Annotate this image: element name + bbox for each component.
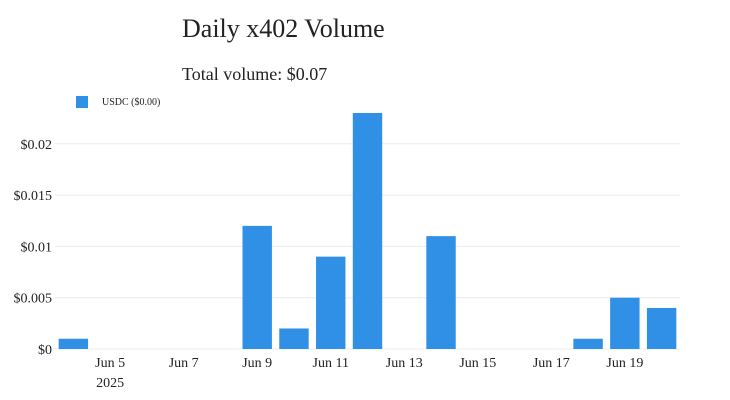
chart-legend[interactable]: USDC ($0.00) (76, 96, 160, 108)
x-axis: Jun 5 2025 Jun 7 Jun 9 Jun 11 Jun 13 Jun 15 Jun… (95, 356, 643, 391)
chart-subtitle: Total volume: $0.07 (182, 64, 328, 84)
bar[interactable] (573, 338, 603, 349)
y-tick-label: $0.01 (21, 240, 53, 255)
bars (58, 113, 677, 349)
x-tick-label: Jun 19 (606, 356, 643, 371)
x-tick-label: Jun 17 (533, 356, 570, 371)
legend-label: USDC ($0.00) (102, 96, 161, 108)
x-tick-label: Jun 13 (386, 356, 423, 371)
y-axis: $0 $0.005 $0.01 $0.015 $0.02 (14, 138, 53, 358)
bar[interactable] (242, 225, 272, 349)
bar[interactable] (610, 297, 640, 349)
bar[interactable] (646, 307, 677, 349)
legend-swatch (76, 96, 88, 108)
x-tick-label: Jun 7 (169, 356, 199, 371)
bar[interactable] (279, 328, 309, 349)
x-tick-sublabel: 2025 (96, 376, 124, 391)
bar[interactable] (58, 338, 89, 349)
x-tick-label: Jun 9 (242, 356, 272, 371)
bar[interactable] (316, 256, 346, 349)
y-tick-label: $0 (38, 343, 52, 358)
y-tick-label: $0.015 (14, 189, 53, 204)
x-tick-label: Jun 5 (95, 356, 125, 371)
x-tick-label: Jun 15 (459, 356, 496, 371)
bar[interactable] (426, 236, 456, 349)
bar[interactable] (352, 113, 383, 349)
x-tick-label: Jun 11 (313, 356, 349, 371)
chart-title: Daily x402 Volume (182, 14, 385, 43)
y-tick-label: $0.005 (14, 292, 53, 307)
y-tick-label: $0.02 (21, 138, 53, 153)
